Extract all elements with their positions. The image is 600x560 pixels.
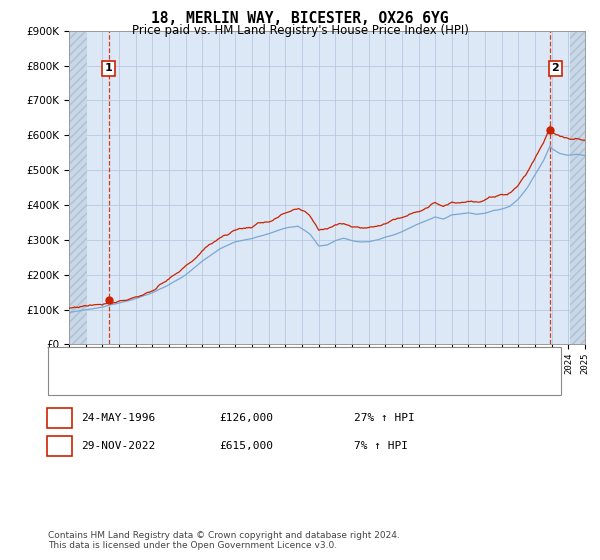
Text: 27% ↑ HPI: 27% ↑ HPI: [354, 413, 415, 423]
Text: 1: 1: [56, 413, 63, 423]
Bar: [69, 31, 87, 344]
Text: £126,000: £126,000: [219, 413, 273, 423]
Text: 1: 1: [105, 63, 112, 73]
Text: 18, MERLIN WAY, BICESTER, OX26 6YG: 18, MERLIN WAY, BICESTER, OX26 6YG: [151, 11, 449, 26]
Bar: [569, 31, 586, 344]
Text: Price paid vs. HM Land Registry's House Price Index (HPI): Price paid vs. HM Land Registry's House …: [131, 24, 469, 37]
Text: 29-NOV-2022: 29-NOV-2022: [81, 441, 155, 451]
Text: 2: 2: [56, 441, 63, 451]
Text: HPI: Average price, detached house, Cherwell: HPI: Average price, detached house, Cher…: [97, 377, 372, 388]
Text: Contains HM Land Registry data © Crown copyright and database right 2024.
This d: Contains HM Land Registry data © Crown c…: [48, 530, 400, 550]
Text: £615,000: £615,000: [219, 441, 273, 451]
Text: 24-MAY-1996: 24-MAY-1996: [81, 413, 155, 423]
Text: 7% ↑ HPI: 7% ↑ HPI: [354, 441, 408, 451]
Text: 18, MERLIN WAY, BICESTER, OX26 6YG (detached house): 18, MERLIN WAY, BICESTER, OX26 6YG (deta…: [97, 355, 416, 365]
Text: 2: 2: [551, 63, 559, 73]
